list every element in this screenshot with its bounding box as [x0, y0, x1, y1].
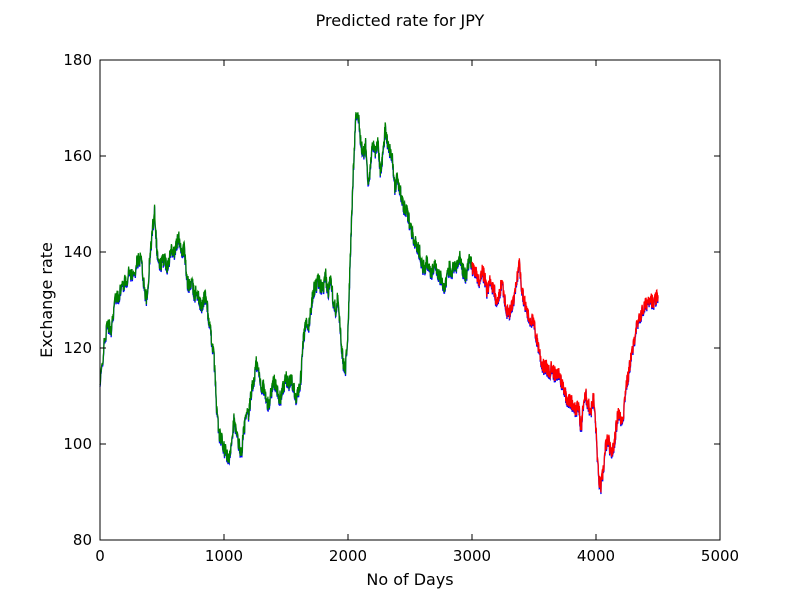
y-tick-label: 100 — [63, 435, 92, 453]
x-tick-label: 5000 — [701, 547, 739, 565]
actual-series-line — [99, 113, 659, 495]
x-tick-label: 1000 — [205, 547, 243, 565]
x-tick-label: 0 — [95, 547, 105, 565]
y-tick-label: 80 — [73, 531, 92, 549]
plot-frame — [99, 59, 721, 541]
x-axis: 0 1000 2000 3000 4000 5000 — [95, 60, 739, 565]
y-tick-label: 120 — [63, 339, 92, 357]
y-axis-label: Exchange rate — [37, 242, 56, 358]
x-tick-label: 3000 — [453, 547, 491, 565]
series-layer — [99, 112, 659, 495]
y-tick-label: 140 — [63, 243, 92, 261]
y-tick-label: 160 — [63, 147, 92, 165]
chart-title: Predicted rate for JPY — [316, 11, 485, 30]
y-axis: 80 100 120 140 160 180 — [63, 51, 720, 549]
test-prediction-line — [471, 258, 659, 493]
y-tick-label: 180 — [63, 51, 92, 69]
x-tick-label: 4000 — [577, 547, 615, 565]
train-prediction-line — [99, 112, 473, 465]
x-axis-label: No of Days — [366, 570, 453, 589]
x-tick-label: 2000 — [329, 547, 367, 565]
